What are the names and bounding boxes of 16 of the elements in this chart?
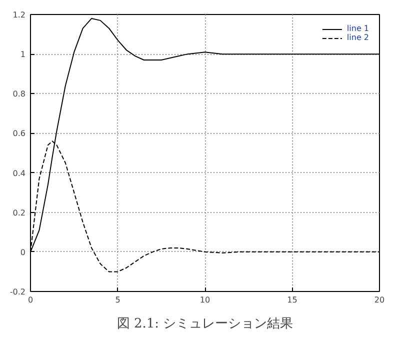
x-tick-label: 10 [200,296,210,304]
y-tick-label: 0.8 [12,90,26,99]
y-tick-label: -0.2 [10,288,26,296]
x-tick-label: 5 [115,296,120,304]
y-tick-label: 0.4 [12,168,26,178]
y-tick-label: 1 [20,50,26,60]
y-tick-label: 0 [20,248,26,257]
x-tick-label: 15 [287,296,298,304]
caption: 図 2.1: シミュレーション結果 [116,316,294,332]
x-tick-label: 20 [374,296,385,304]
x-tick-label: 0 [28,296,34,304]
legend-label: line 1 [346,24,369,33]
legend-label: line 2 [346,33,369,42]
y-tick-label: 0.2 [12,208,26,218]
y-tick-label: 0.6 [12,129,26,138]
y-tick-label: 1.2 [12,10,26,20]
